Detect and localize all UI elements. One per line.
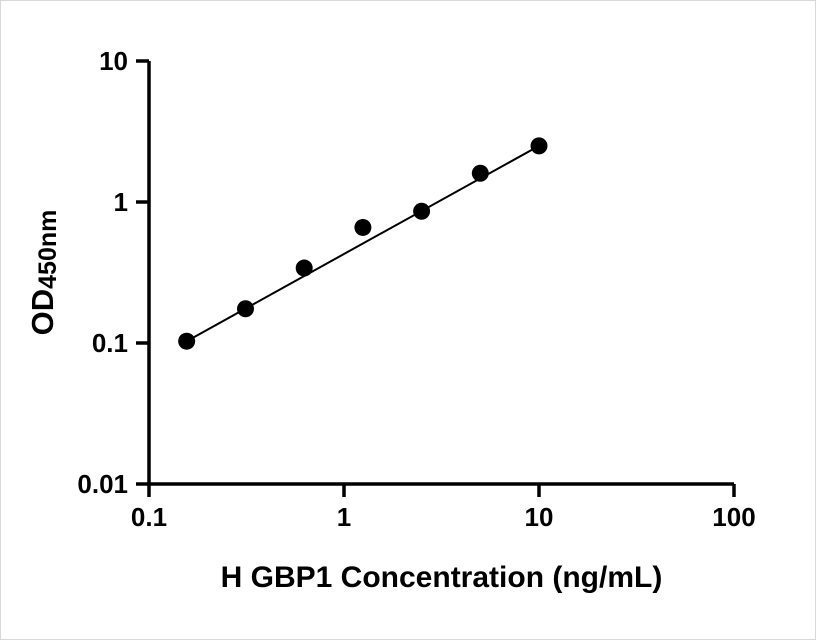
x-tick-label: 1	[337, 502, 351, 532]
y-tick-label: 10	[99, 46, 128, 76]
axis-frame	[147, 61, 734, 486]
data-point	[236, 300, 254, 318]
data-point	[178, 332, 196, 350]
y-axis-title: OD450nm	[25, 210, 62, 336]
data-point	[295, 259, 313, 277]
y-axis-title-sub: 450nm	[34, 210, 62, 289]
data-point	[413, 202, 431, 220]
x-tick-label: 100	[712, 502, 755, 532]
data-point	[530, 137, 548, 155]
y-tick-label: 0.01	[77, 469, 128, 499]
x-tick-label: 0.1	[131, 502, 167, 532]
tick-marks	[136, 59, 736, 497]
y-axis-title-main: OD	[25, 289, 60, 336]
x-tick-label: 10	[525, 502, 554, 532]
y-tick-label: 0.1	[92, 328, 128, 358]
axes	[147, 61, 734, 486]
data-point	[471, 164, 489, 182]
y-tick-label: 1	[114, 187, 128, 217]
x-axis-title: H GBP1 Concentration (ng/mL)	[221, 561, 663, 594]
data-series	[178, 137, 548, 350]
data-point	[354, 218, 372, 236]
